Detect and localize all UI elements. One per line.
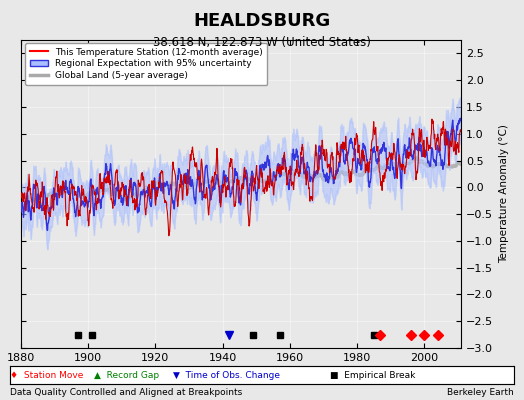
Text: ♦  Station Move: ♦ Station Move <box>10 371 84 380</box>
Text: HEALDSBURG: HEALDSBURG <box>193 12 331 30</box>
Text: Berkeley Earth: Berkeley Earth <box>447 388 514 397</box>
Text: ▲  Record Gap: ▲ Record Gap <box>94 371 159 380</box>
Text: ▼  Time of Obs. Change: ▼ Time of Obs. Change <box>173 371 280 380</box>
Text: 38.618 N, 122.873 W (United States): 38.618 N, 122.873 W (United States) <box>153 36 371 49</box>
Text: ■  Empirical Break: ■ Empirical Break <box>330 371 416 380</box>
Y-axis label: Temperature Anomaly (°C): Temperature Anomaly (°C) <box>499 124 509 264</box>
Text: Data Quality Controlled and Aligned at Breakpoints: Data Quality Controlled and Aligned at B… <box>10 388 243 397</box>
Legend: This Temperature Station (12-month average), Regional Expectation with 95% uncer: This Temperature Station (12-month avera… <box>25 43 267 84</box>
